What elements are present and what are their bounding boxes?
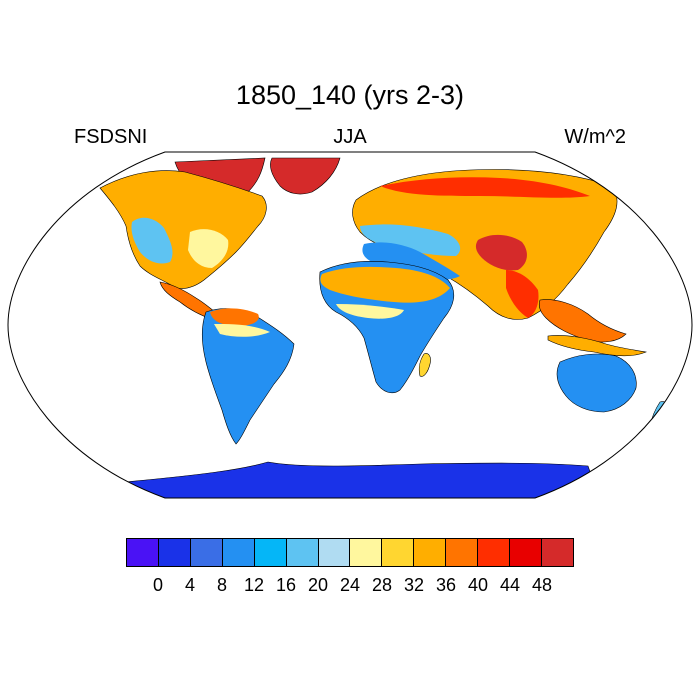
south-america-region <box>201 308 295 445</box>
colorbar-swatch <box>510 539 542 566</box>
colorbar-swatch <box>190 539 223 566</box>
north-america-region <box>99 170 267 289</box>
southeast-asia-region <box>538 299 627 343</box>
colorbar-swatch <box>350 539 383 566</box>
colorbar-swatch <box>127 539 159 566</box>
colorbar-tick-label: 44 <box>499 575 521 595</box>
colorbar-tick-label: 48 <box>531 575 553 595</box>
sahel-region <box>336 304 404 319</box>
colorbar <box>126 538 574 567</box>
tibet-region <box>475 234 527 271</box>
colorbar-tick-label: 40 <box>467 575 489 595</box>
siberia-hot-region <box>380 177 590 198</box>
colorbar-swatch <box>222 539 255 566</box>
colorbar-swatch <box>382 539 415 566</box>
colorbar-swatch <box>541 539 573 566</box>
colorbar-tick-label: 32 <box>403 575 425 595</box>
colorbar-tick-label: 20 <box>307 575 329 595</box>
plot-title: 1850_140 (yrs 2-3) <box>235 80 465 110</box>
indonesia-region <box>547 335 648 357</box>
colorbar-tick-label: 8 <box>216 575 227 595</box>
colorbar-tick-label: 16 <box>275 575 297 595</box>
map-boundary <box>7 151 693 499</box>
antarctica-region <box>99 461 601 498</box>
amazon-band-region <box>214 324 270 337</box>
colorbar-swatch <box>254 539 287 566</box>
colorbar-tick-labels: 0 4 8 12 16 20 24 28 32 36 40 44 48 <box>126 575 574 599</box>
us-east-region <box>188 229 229 268</box>
madagascar-region <box>418 353 431 377</box>
colorbar-tick-label: 36 <box>435 575 457 595</box>
colorbar-swatch <box>158 539 191 566</box>
india-region <box>506 270 539 318</box>
new-zealand-region <box>649 401 668 427</box>
colorbar-swatch <box>446 539 479 566</box>
colorbar-swatch <box>414 539 447 566</box>
amazon-north-region <box>210 308 259 326</box>
colorbar-swatch <box>318 539 351 566</box>
colorbar-tick-label: 24 <box>339 575 361 595</box>
colorbar-tick-label: 4 <box>184 575 195 595</box>
mediterranean-region <box>362 242 460 280</box>
colorbar-tick-label: 0 <box>152 575 163 595</box>
season-label: JJA <box>333 126 367 148</box>
sahara-region <box>320 266 450 303</box>
colorbar-swatch <box>478 539 511 566</box>
colorbar-swatch <box>286 539 319 566</box>
australia-region <box>556 353 637 413</box>
colorbar-tick-label: 28 <box>371 575 393 595</box>
colorbar-tick-label: 12 <box>243 575 265 595</box>
greenland-region <box>270 157 341 195</box>
variable-label: FSDSNI <box>74 126 148 148</box>
us-southwest-region <box>131 217 173 264</box>
units-label: W/m^2 <box>564 126 626 148</box>
central-asia-region <box>360 224 461 256</box>
